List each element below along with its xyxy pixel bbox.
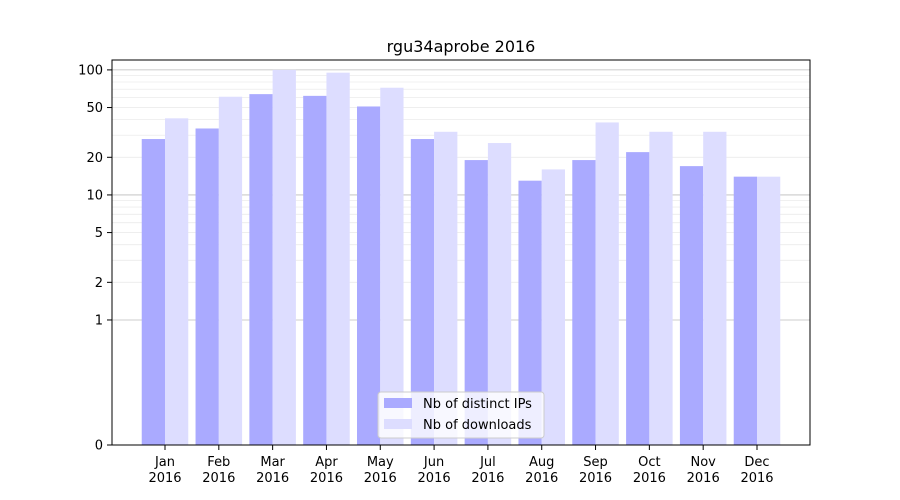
x-tick-label-year: 2016 — [364, 471, 397, 486]
bar-distinct-ips — [249, 94, 273, 446]
bar-downloads — [595, 122, 619, 445]
legend-swatch-downloads — [384, 419, 412, 429]
y-tick-label: 1 — [95, 313, 103, 328]
x-tick-label-year: 2016 — [471, 471, 504, 486]
x-tick-label-month: Jun — [423, 455, 444, 470]
y-tick-label: 5 — [95, 226, 103, 241]
x-tick-label-month: Mar — [260, 455, 285, 470]
plot-frame — [111, 59, 811, 446]
x-tick-label-year: 2016 — [633, 471, 666, 486]
x-tick-label-year: 2016 — [310, 471, 343, 486]
x-tick-label-month: May — [367, 455, 394, 470]
y-tick-label: 20 — [86, 151, 103, 166]
x-tick-label-year: 2016 — [202, 471, 235, 486]
x-tick-label-year: 2016 — [418, 471, 451, 486]
x-tick-label-year: 2016 — [148, 471, 181, 486]
x-tick-label-month: Aug — [529, 455, 554, 470]
x-tick-label-month: Nov — [690, 455, 716, 470]
x-tick-label-year: 2016 — [579, 471, 612, 486]
x-tick-label-month: Apr — [315, 455, 338, 470]
bar-distinct-ips — [141, 139, 165, 445]
bar-distinct-ips — [679, 166, 704, 445]
bar-distinct-ips — [464, 160, 488, 445]
bar-distinct-ips — [410, 139, 435, 445]
bar-downloads — [326, 72, 350, 445]
bar-downloads — [487, 143, 512, 445]
x-tick-label-month: Jan — [154, 455, 175, 470]
legend: Nb of distinct IPs Nb of downloads — [377, 391, 545, 439]
bar-downloads — [703, 131, 727, 445]
bar-downloads — [165, 118, 189, 445]
bar-downloads — [649, 131, 673, 445]
x-axis: Jan2016Feb2016Mar2016Apr2016May2016Jun20… — [148, 445, 774, 486]
x-tick-label-year: 2016 — [687, 471, 720, 486]
y-tick-label: 100 — [78, 63, 103, 78]
bar-distinct-ips — [518, 180, 542, 445]
y-tick-label: 0 — [95, 439, 103, 454]
y-tick-label: 2 — [95, 276, 103, 291]
y-tick-label: 50 — [86, 101, 103, 116]
bar-downloads — [380, 87, 404, 445]
x-tick-label-month: Sep — [583, 455, 608, 470]
y-axis: 0 1 2 5 10 20 50 100 — [78, 63, 112, 454]
bar-distinct-ips — [195, 128, 219, 445]
x-tick-label-month: Oct — [638, 455, 660, 470]
bar-distinct-ips — [733, 176, 757, 445]
legend-label-distinct-ips: Nb of distinct IPs — [423, 397, 532, 412]
legend-box — [377, 391, 545, 439]
x-tick-label-year: 2016 — [256, 471, 289, 486]
x-tick-label-year: 2016 — [525, 471, 558, 486]
legend-swatch-distinct-ips — [384, 398, 412, 408]
bar-distinct-ips — [357, 106, 381, 445]
x-tick-label-month: Feb — [207, 455, 230, 470]
bar-downloads — [272, 69, 296, 446]
bar-distinct-ips — [626, 152, 650, 445]
legend-label-downloads: Nb of downloads — [423, 418, 532, 433]
x-tick-label-month: Jul — [479, 455, 496, 470]
bar-downloads — [757, 176, 781, 445]
y-tick-label: 10 — [86, 188, 103, 203]
bar-downloads — [218, 96, 243, 445]
chart-title: rgu34aprobe 2016 — [387, 37, 536, 56]
x-tick-label-year: 2016 — [740, 471, 773, 486]
bar-downloads — [434, 131, 458, 445]
bar-distinct-ips — [303, 95, 327, 446]
x-tick-label-month: Dec — [744, 455, 769, 470]
bar-distinct-ips — [572, 160, 596, 445]
bar-downloads — [541, 169, 565, 445]
bars — [141, 69, 781, 446]
